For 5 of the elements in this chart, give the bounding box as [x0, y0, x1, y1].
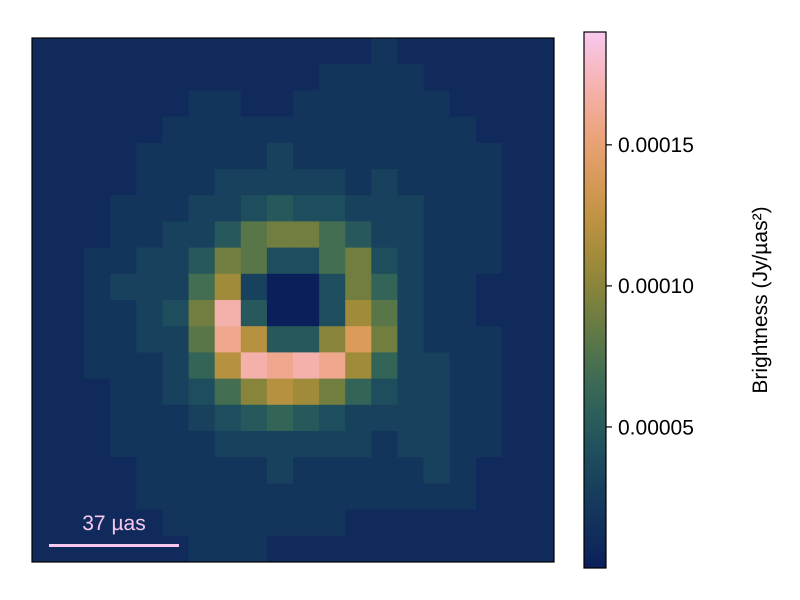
color-bar-label: 0.00005 — [618, 416, 694, 440]
color-bar-title: Brightness (Jy/µas²) — [749, 206, 772, 394]
color-bar-label: 0.00015 — [618, 134, 694, 158]
annotation: 37 µas — [82, 512, 146, 535]
color-bar-label: 0.00010 — [618, 275, 694, 298]
